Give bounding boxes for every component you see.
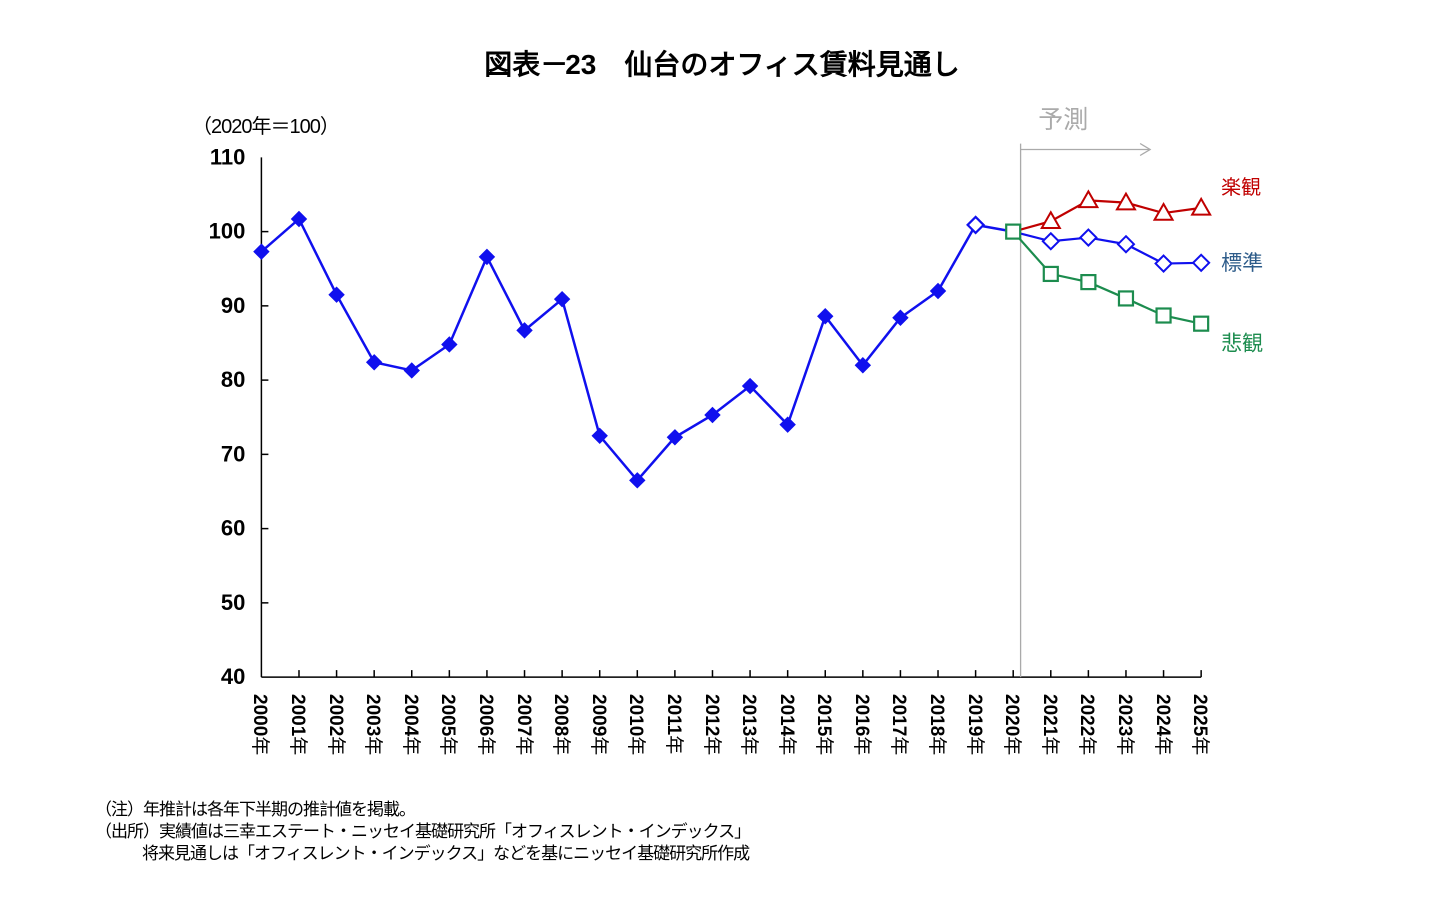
svg-text:80: 80 (221, 367, 245, 392)
svg-text:楽観: 楽観 (1221, 176, 1261, 199)
svg-text:予測: 予測 (1038, 106, 1088, 134)
svg-text:70: 70 (221, 441, 245, 466)
svg-text:40: 40 (221, 664, 245, 689)
svg-text:90: 90 (221, 293, 245, 318)
svg-text:100: 100 (209, 219, 246, 244)
svg-text:悲観: 悲観 (1221, 333, 1263, 356)
svg-text:50: 50 (221, 590, 245, 615)
svg-text:標準: 標準 (1221, 252, 1263, 275)
svg-text:60: 60 (221, 516, 245, 541)
svg-text:110: 110 (210, 144, 246, 169)
